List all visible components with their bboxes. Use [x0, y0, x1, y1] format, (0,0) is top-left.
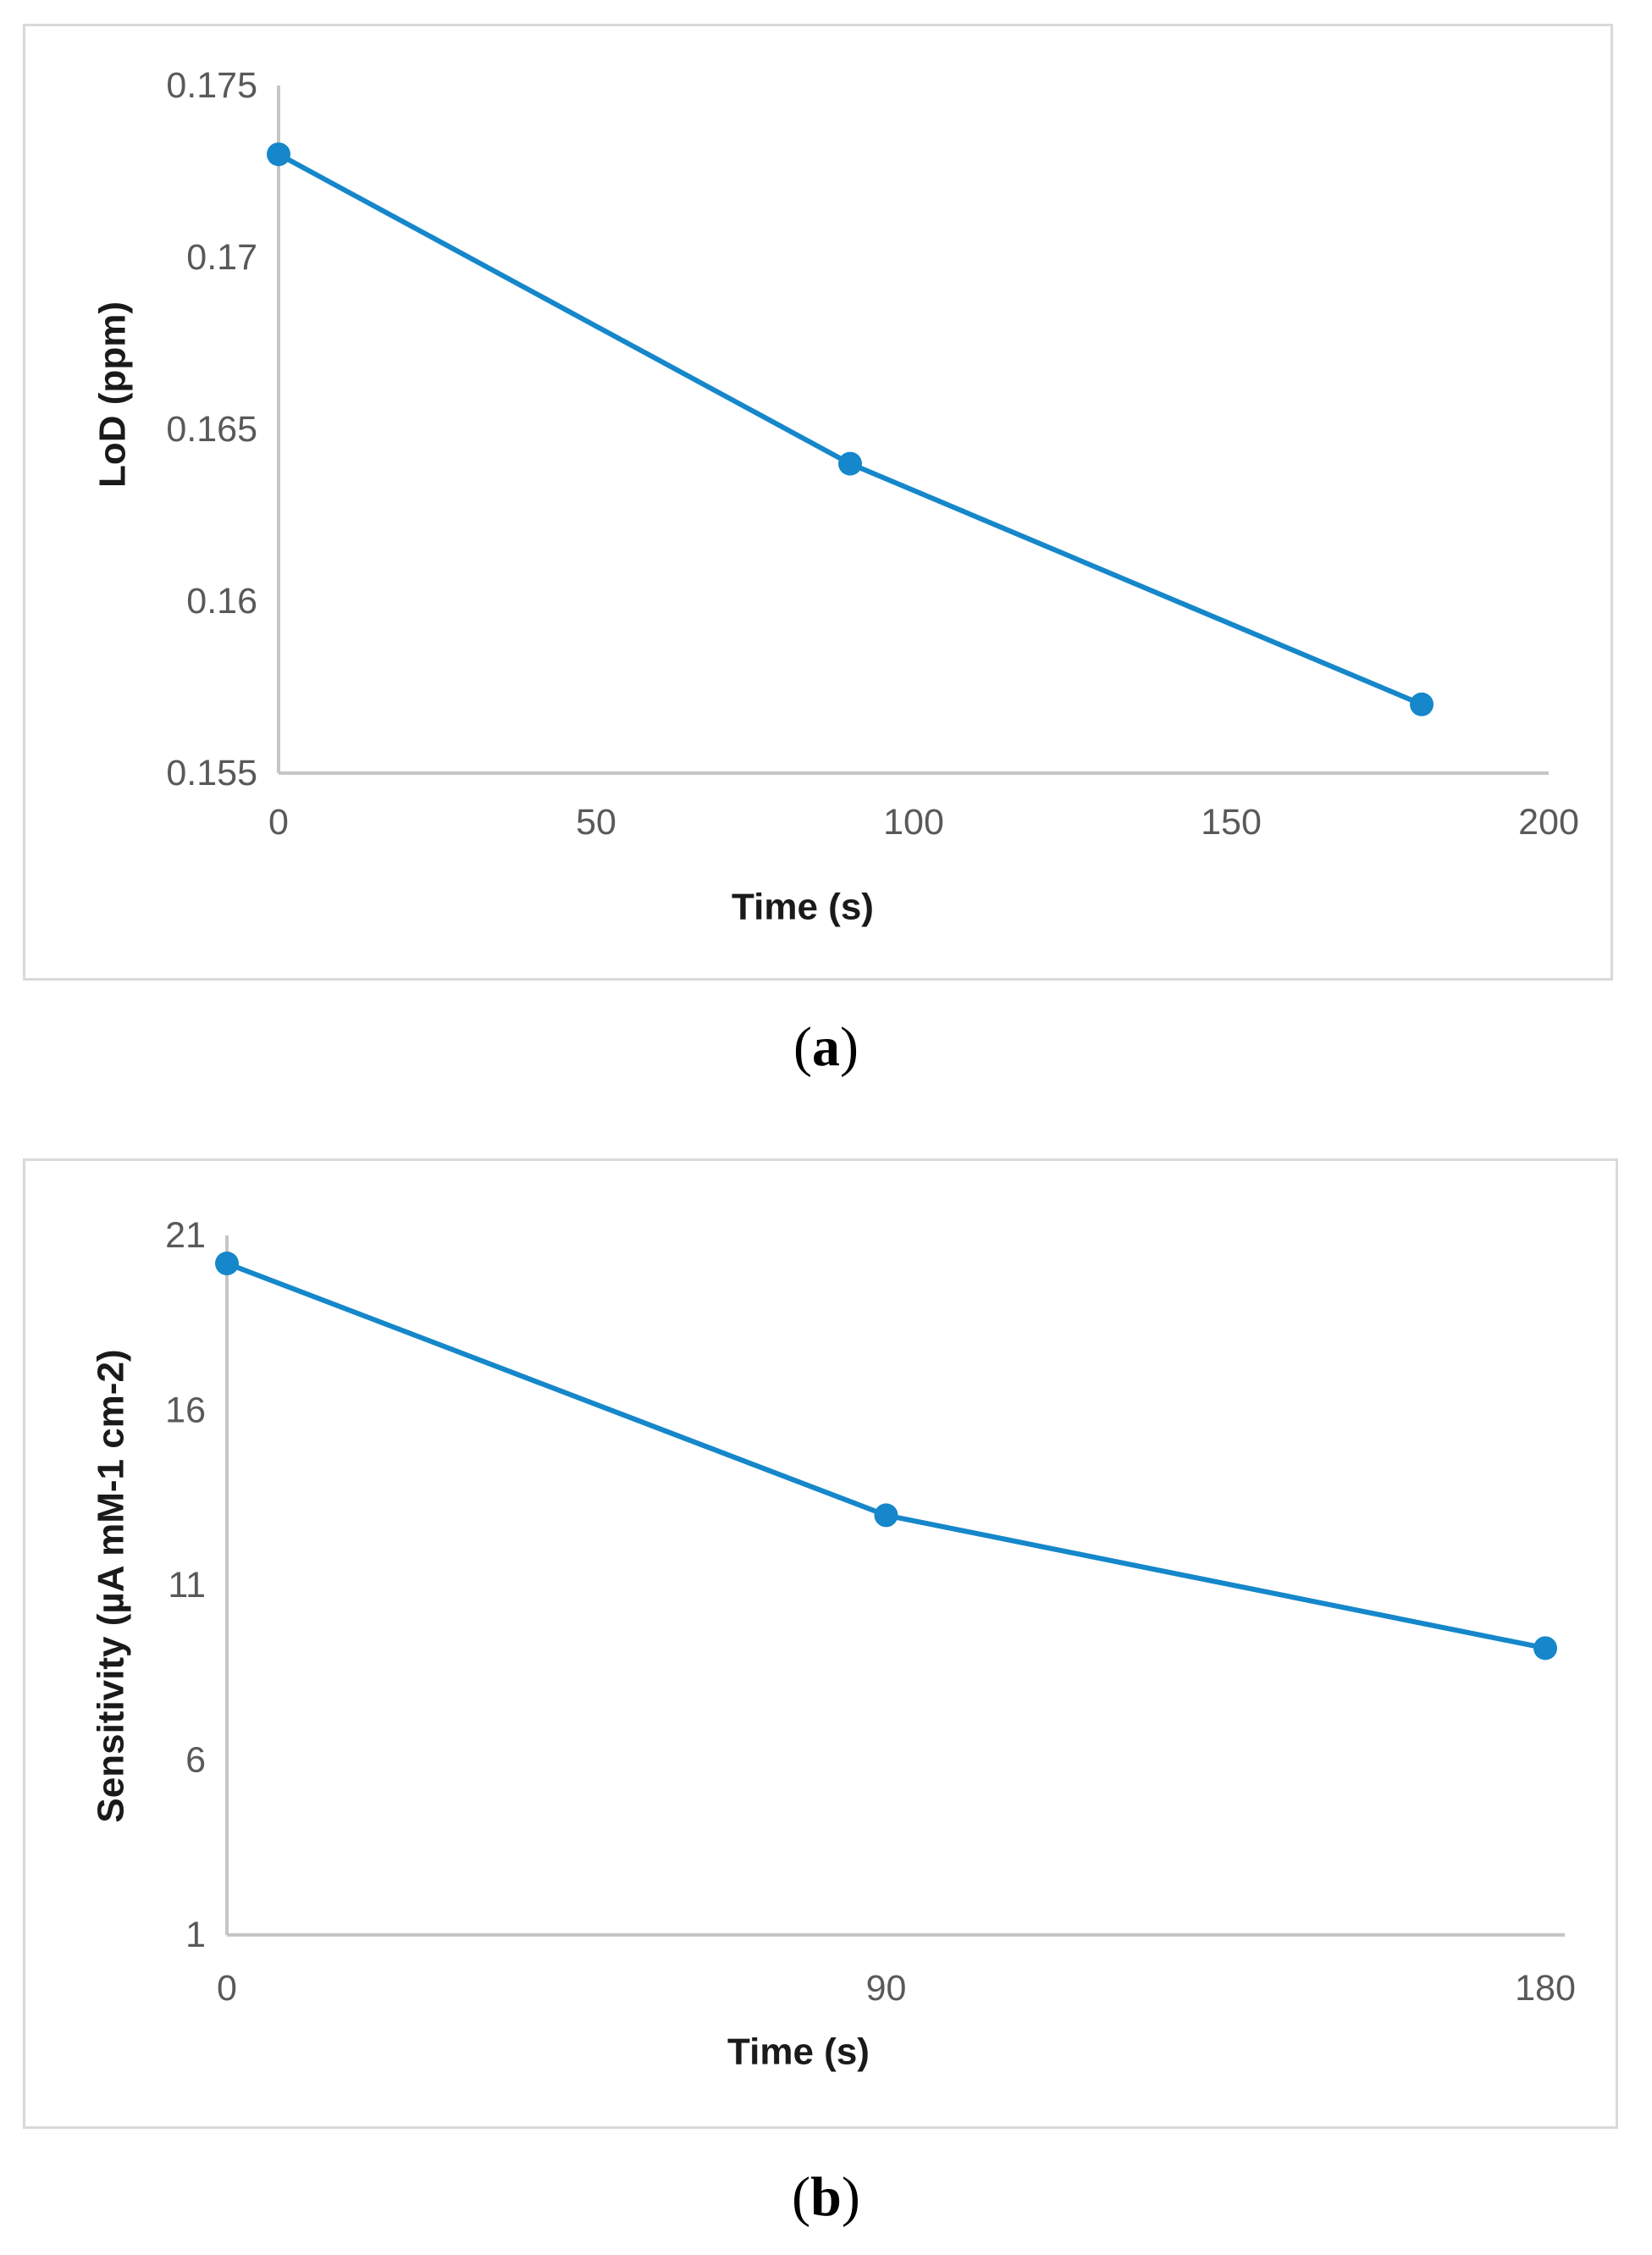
y-axis-title-a: LoD (ppm) [92, 301, 134, 488]
caption-a-letter: a [812, 1016, 840, 1078]
caption-a-open-paren: ( [793, 1016, 812, 1078]
series-line-b [224, 1261, 1548, 1651]
data-point-marker-a [838, 451, 862, 476]
data-point-marker-a [1410, 692, 1434, 716]
caption-b-letter: b [810, 2166, 842, 2228]
chart-b-panel: 1 6 11 16 21 0 90 180 Time (s) Sensitivity (µA mM… [23, 1158, 1618, 2129]
caption-a: (a) [0, 1014, 1652, 1081]
chart-a-panel: 0.155 0.16 0.165 0.17 0.175 0 50 100 150 200 Time … [23, 24, 1613, 981]
y-tick-label-b: 11 [168, 1565, 206, 1606]
series-line-a [276, 152, 1424, 707]
x-tick-label-a: 0 [268, 802, 289, 843]
caption-b-close-paren: ) [841, 2166, 860, 2228]
y-tick-label-a: 0.165 [166, 409, 257, 450]
x-tick-label-a: 150 [1201, 802, 1262, 843]
caption-a-close-paren: ) [840, 1016, 859, 1078]
caption-b: (b) [0, 2164, 1652, 2231]
data-point-marker-b [1533, 1636, 1557, 1661]
x-tick-label-b: 180 [1515, 1968, 1576, 2009]
y-tick-label-b: 1 [185, 1915, 206, 1955]
x-tick-label-b: 0 [217, 1968, 237, 2009]
y-tick-label-a: 0.175 [166, 65, 257, 106]
data-point-marker-b [215, 1252, 239, 1276]
chart-a: 0.155 0.16 0.165 0.17 0.175 0 50 100 150 200 Time … [92, 65, 1579, 928]
data-point-marker-b [874, 1503, 898, 1528]
y-tick-label-b: 21 [165, 1215, 206, 1256]
x-tick-label-a: 200 [1518, 802, 1579, 843]
y-tick-label-b: 6 [185, 1740, 206, 1781]
y-axis-title-b: Sensitivity (µA mM-1 cm-2) [91, 1349, 132, 1822]
y-tick-label-a: 0.17 [186, 237, 257, 278]
y-tick-label-b: 16 [165, 1390, 206, 1431]
x-tick-label-a: 100 [883, 802, 944, 843]
y-tick-label-a: 0.155 [166, 753, 257, 793]
caption-b-open-paren: ( [792, 2166, 811, 2228]
x-tick-label-b: 90 [866, 1968, 907, 2009]
x-axis-title-a: Time (s) [732, 887, 874, 928]
y-tick-label-a: 0.16 [186, 581, 257, 622]
x-tick-label-a: 50 [576, 802, 616, 843]
x-axis-title-b: Time (s) [727, 2031, 870, 2073]
data-point-marker-a [267, 142, 290, 167]
